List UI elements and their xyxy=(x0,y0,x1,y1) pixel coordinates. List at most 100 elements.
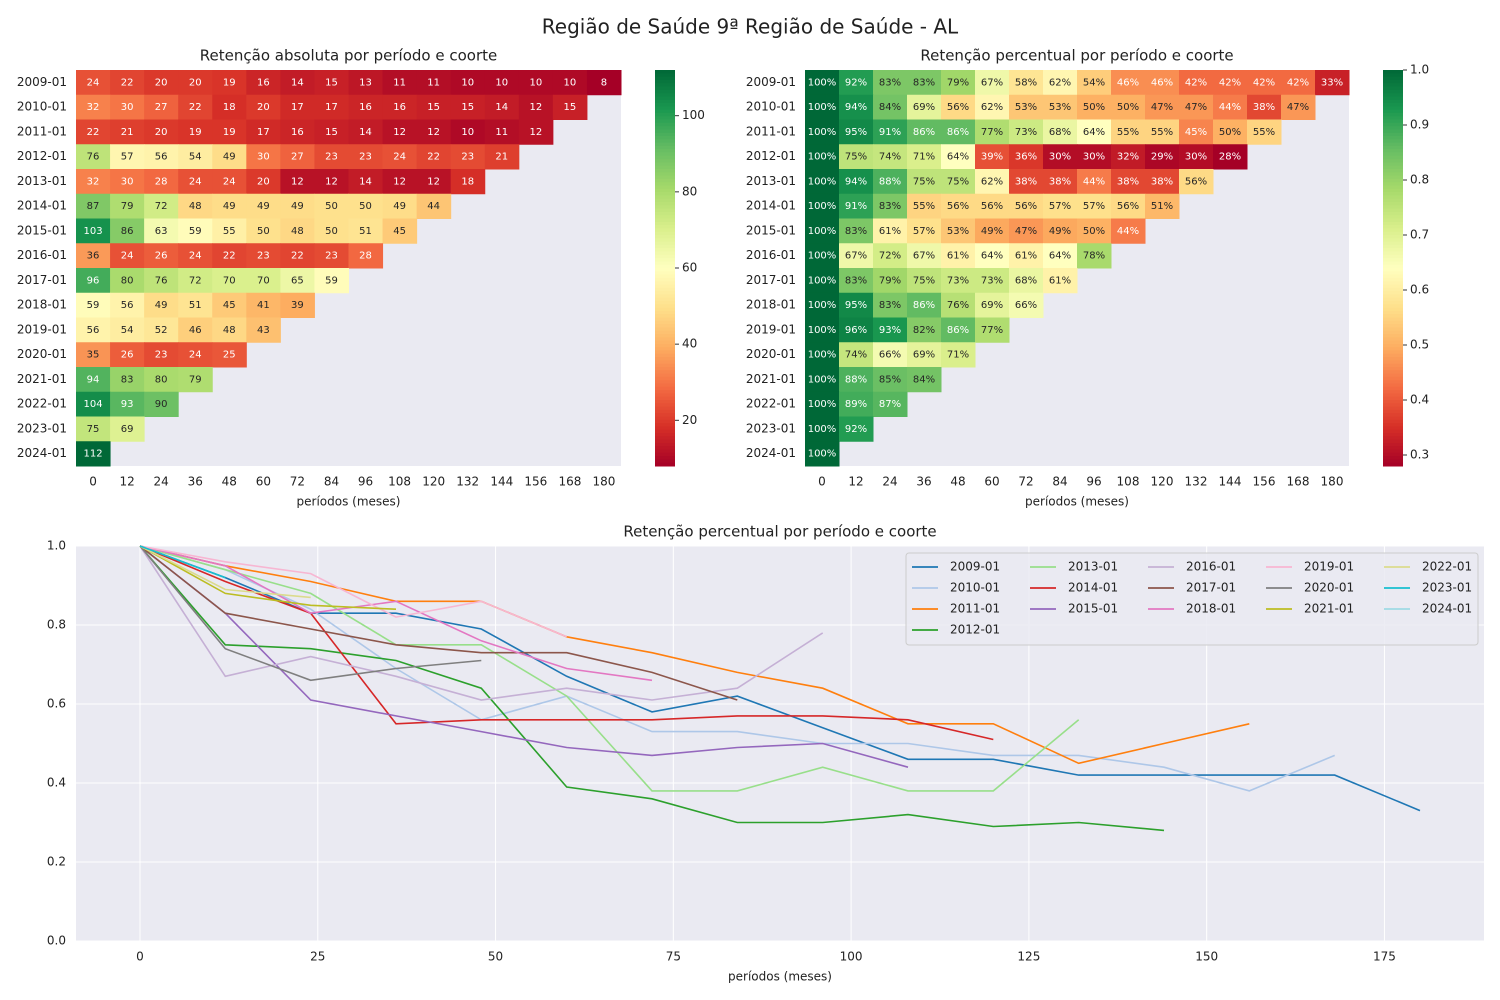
colorbar-segment xyxy=(655,215,675,219)
cell-label: 100% xyxy=(808,127,837,138)
cell-label: 69% xyxy=(913,350,935,361)
colorbar-segment xyxy=(655,96,675,101)
heatmap-cell xyxy=(450,119,486,145)
colorbar-segment xyxy=(655,89,675,94)
cell-label: 92% xyxy=(845,77,867,88)
heatmap-cell xyxy=(246,193,281,219)
series-line xyxy=(139,545,1250,765)
cell-label: 61% xyxy=(947,251,969,262)
cell-label: 100% xyxy=(808,152,837,163)
series-line xyxy=(139,545,824,701)
cell-label: 16 xyxy=(291,127,304,138)
heatmap-cell xyxy=(873,193,908,219)
cell-label: 63 xyxy=(155,226,168,237)
cell-label: 95% xyxy=(845,127,867,138)
colorbar-segment xyxy=(1383,79,1403,84)
heatmap-cell xyxy=(1009,218,1044,244)
heatmap-cell xyxy=(1009,169,1044,195)
colorbar-segment xyxy=(655,106,675,111)
heatmap-cell xyxy=(280,94,315,120)
cell-label: 20 xyxy=(257,102,270,113)
series-line xyxy=(139,545,311,599)
cell-label: 64% xyxy=(1049,251,1071,262)
cell-label: 24 xyxy=(189,251,202,262)
cell-label: 47% xyxy=(1015,226,1037,237)
heatmap-cell xyxy=(178,169,213,195)
colorbar-segment xyxy=(655,261,675,266)
colorbar-segment xyxy=(655,202,675,206)
heatmap-cell xyxy=(280,268,315,294)
heatmap-cell xyxy=(314,70,349,96)
cell-label: 50% xyxy=(1083,226,1105,237)
heatmap-cell xyxy=(212,144,247,170)
colorbar-segment xyxy=(655,433,675,437)
heatmap-cell xyxy=(212,218,247,244)
heatmap-cell xyxy=(178,144,213,170)
colorbar-segment xyxy=(655,360,675,365)
x-tick-label: 72 xyxy=(290,475,305,489)
colorbar-segment xyxy=(1383,198,1403,203)
heatmap-cell xyxy=(484,119,520,145)
cell-label: 48 xyxy=(223,325,236,336)
cell-label: 23 xyxy=(325,251,338,262)
colorbar-segment xyxy=(655,330,675,335)
heatmap-cell xyxy=(416,144,452,170)
cell-label: 19 xyxy=(223,127,236,138)
cell-label: 74% xyxy=(845,350,867,361)
y-tick-label: 2019-01 xyxy=(746,322,796,336)
colorbar-tick-label: 0.6 xyxy=(1410,283,1429,297)
heatmap-cell xyxy=(76,243,111,269)
heatmap-cell xyxy=(280,218,315,244)
heatmap-cell xyxy=(1281,70,1316,96)
cell-label: 46% xyxy=(1151,77,1173,88)
heatmap-cell xyxy=(975,119,1010,145)
cell-label: 19 xyxy=(223,77,236,88)
heatmap-cell xyxy=(280,169,315,195)
heatmap-cell xyxy=(552,70,588,96)
cell-label: 82% xyxy=(913,325,935,336)
heatmap-cell xyxy=(873,243,908,269)
cell-label: 44 xyxy=(427,201,440,212)
cell-label: 77% xyxy=(981,325,1003,336)
heatmap-cell xyxy=(805,218,840,244)
colorbar-segment xyxy=(655,258,675,262)
x-tick-label: 0 xyxy=(89,475,97,489)
colorbar-segment xyxy=(655,70,675,74)
x-tick-label: 36 xyxy=(916,475,931,489)
colorbar-segment xyxy=(655,178,675,183)
heatmap-cell xyxy=(1247,70,1282,96)
cell-label: 87% xyxy=(879,399,901,410)
cell-label: 92% xyxy=(845,424,867,435)
colorbar-segment xyxy=(1383,357,1403,361)
colorbar-segment xyxy=(655,446,675,450)
colorbar-segment xyxy=(1383,215,1403,219)
heatmap-cell xyxy=(110,367,145,393)
series-line xyxy=(139,545,397,610)
colorbar-segment xyxy=(655,268,675,272)
colorbar-segment xyxy=(655,277,675,282)
heatmap-cell xyxy=(1179,169,1214,195)
heatmap-cell xyxy=(1111,94,1146,120)
cell-label: 100% xyxy=(808,77,837,88)
x-tick-label: 180 xyxy=(1321,475,1344,489)
heatmap-cell xyxy=(805,169,840,195)
colorbar-segment xyxy=(1383,409,1403,414)
cell-label: 38% xyxy=(1049,176,1071,187)
heatmap-cell xyxy=(839,367,874,393)
colorbar-segment xyxy=(1383,185,1403,190)
x-tick-label: 24 xyxy=(882,475,897,489)
colorbar-segment xyxy=(1383,423,1403,427)
y-tick-label: 2022-01 xyxy=(17,397,67,411)
colorbar-segment xyxy=(1383,393,1403,398)
heatmap-cell xyxy=(178,193,213,219)
heatmap-cell xyxy=(110,218,145,244)
heatmap-cell xyxy=(805,391,840,417)
colorbar-segment xyxy=(655,119,675,124)
colorbar-segment xyxy=(1383,277,1403,282)
colorbar-segment xyxy=(655,185,675,190)
cell-label: 56 xyxy=(155,152,168,163)
colorbar-segment xyxy=(655,248,675,252)
colorbar-segment xyxy=(655,238,675,243)
heatmap-cell xyxy=(907,243,942,269)
cell-label: 55% xyxy=(1151,127,1173,138)
